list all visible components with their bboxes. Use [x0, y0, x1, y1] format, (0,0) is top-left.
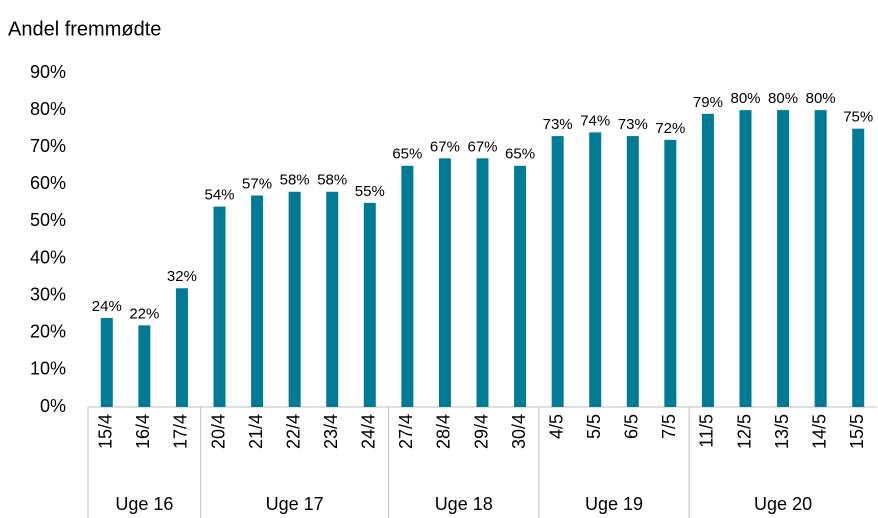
bar	[326, 191, 339, 407]
y-tick-label: 90%	[30, 62, 66, 82]
bar	[701, 113, 714, 408]
data-label: 58%	[280, 172, 310, 189]
group-label: Uge 17	[266, 494, 324, 514]
bar	[664, 139, 677, 408]
bar	[814, 110, 827, 407]
chart-title: Andel fremmødte	[8, 18, 161, 40]
x-tick-label: 20/4	[208, 414, 228, 449]
x-tick-label: 4/5	[546, 414, 566, 439]
bar	[251, 195, 264, 407]
bar	[739, 110, 752, 407]
x-tick-label: 29/4	[471, 414, 491, 449]
data-label: 54%	[204, 187, 234, 204]
bar	[589, 132, 602, 407]
bar	[551, 136, 564, 408]
data-label: 72%	[655, 120, 685, 137]
y-tick-label: 80%	[30, 99, 66, 119]
data-label: 65%	[505, 146, 535, 163]
data-label: 80%	[768, 90, 798, 107]
bar	[626, 136, 639, 408]
data-label: 65%	[392, 146, 422, 163]
group-label: Uge 16	[115, 494, 173, 514]
bar	[175, 288, 188, 407]
data-label: 55%	[355, 183, 385, 200]
y-tick-label: 50%	[30, 210, 66, 230]
group-label: Uge 19	[585, 494, 643, 514]
bar	[777, 110, 790, 407]
y-tick-label: 0%	[40, 396, 66, 416]
group-label: Uge 20	[754, 494, 812, 514]
bar	[138, 325, 151, 407]
x-tick-label: 5/5	[584, 414, 604, 439]
y-tick-label: 20%	[30, 322, 66, 342]
data-label: 74%	[580, 112, 610, 129]
data-label: 32%	[167, 268, 197, 285]
x-tick-label: 21/4	[246, 414, 266, 449]
data-label: 58%	[317, 172, 347, 189]
x-tick-label: 24/4	[359, 414, 379, 449]
bar	[852, 128, 865, 407]
x-tick-label: 16/4	[133, 414, 153, 449]
x-tick-label: 27/4	[396, 414, 416, 449]
group-label: Uge 18	[435, 494, 493, 514]
bar	[514, 165, 527, 407]
data-label: 75%	[843, 109, 873, 126]
bar	[476, 158, 489, 407]
x-tick-label: 17/4	[171, 414, 191, 449]
x-tick-label: 6/5	[622, 414, 642, 439]
data-label: 22%	[129, 305, 159, 322]
bar	[288, 191, 301, 407]
data-label: 73%	[618, 116, 648, 133]
x-tick-label: 13/5	[772, 414, 792, 449]
data-label: 80%	[806, 90, 836, 107]
data-label: 80%	[730, 90, 760, 107]
y-tick-label: 40%	[30, 247, 66, 267]
x-tick-label: 15/5	[847, 414, 867, 449]
x-tick-label: 23/4	[321, 414, 341, 449]
data-label: 24%	[92, 298, 122, 315]
bar	[438, 158, 451, 407]
y-tick-label: 30%	[30, 284, 66, 304]
x-tick-label: 28/4	[434, 414, 454, 449]
data-label: 73%	[543, 116, 573, 133]
bar	[401, 165, 414, 407]
x-tick-label: 14/5	[809, 414, 829, 449]
y-tick-label: 70%	[30, 136, 66, 156]
bar	[100, 317, 113, 407]
data-label: 67%	[430, 138, 460, 155]
x-tick-label: 15/4	[96, 414, 116, 449]
x-tick-label: 30/4	[509, 414, 529, 449]
x-tick-label: 7/5	[659, 414, 679, 439]
data-label: 79%	[693, 94, 723, 111]
y-tick-label: 10%	[30, 359, 66, 379]
x-tick-label: 22/4	[283, 414, 303, 449]
data-label: 67%	[467, 138, 497, 155]
data-label: 57%	[242, 175, 272, 192]
y-tick-label: 60%	[30, 173, 66, 193]
bar	[213, 206, 226, 407]
x-tick-label: 11/5	[697, 414, 717, 448]
x-tick-label: 12/5	[734, 414, 754, 449]
bar	[363, 202, 376, 407]
